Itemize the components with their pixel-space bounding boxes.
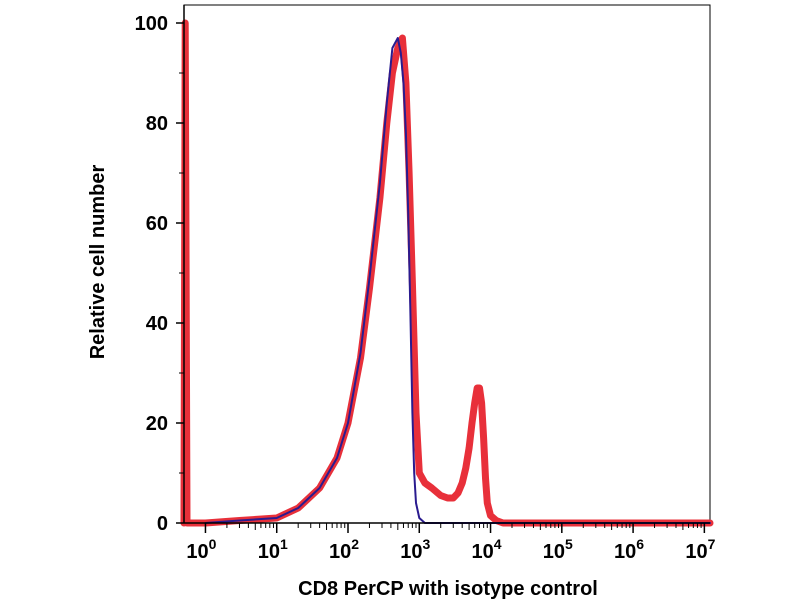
y-axis-title: Relative cell number bbox=[87, 165, 109, 360]
y-tick-label: 0 bbox=[157, 513, 168, 535]
plot-frame bbox=[183, 4, 711, 524]
x-ticks: 100 101 102 103 104 105 106 107 bbox=[186, 523, 716, 563]
x-tick-label: 102 bbox=[329, 536, 359, 563]
x-tick-label: 103 bbox=[400, 536, 430, 563]
y-tick-label: 40 bbox=[146, 313, 168, 335]
x-tick-label: 107 bbox=[685, 536, 715, 563]
y-tick-label: 80 bbox=[146, 113, 168, 135]
x-tick-label: 106 bbox=[614, 536, 644, 563]
x-tick-label: 100 bbox=[186, 536, 216, 563]
y-tick-label: 60 bbox=[146, 213, 168, 235]
x-tick-label: 105 bbox=[543, 536, 573, 563]
x-tick-label: 101 bbox=[258, 536, 288, 563]
x-tick-label: 104 bbox=[472, 536, 502, 563]
x-axis-title: CD8 PerCP with isotype control bbox=[298, 578, 598, 600]
y-ticks: 0 20 40 60 80 100 bbox=[135, 13, 184, 535]
y-tick-label: 20 bbox=[146, 413, 168, 435]
series-layer bbox=[180, 19, 714, 527]
series-line-2 bbox=[204, 37, 711, 524]
y-tick-label: 100 bbox=[135, 13, 168, 35]
